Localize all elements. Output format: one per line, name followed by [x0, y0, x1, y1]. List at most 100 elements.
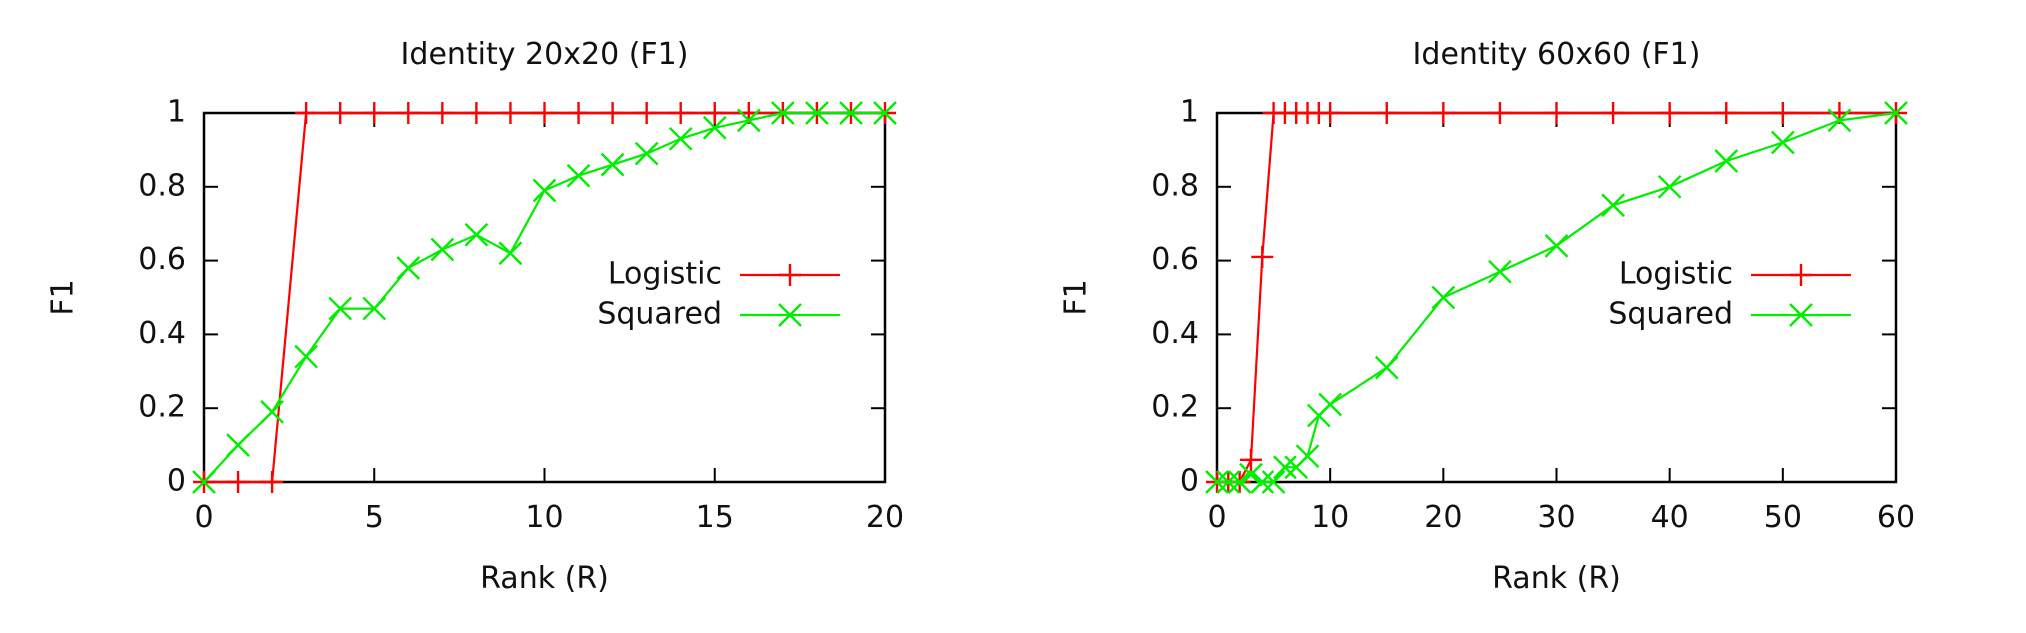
data-point-logistic: [1771, 102, 1794, 124]
x-tick-label: 20: [866, 500, 904, 535]
legend-label: Logistic: [608, 257, 722, 292]
data-point-squared: [1431, 285, 1456, 310]
x-tick-label: 10: [1311, 500, 1349, 535]
data-point-logistic: [1545, 102, 1568, 124]
data-point-squared: [498, 241, 523, 266]
series-squared: [192, 101, 897, 494]
x-tick-label: 50: [1764, 500, 1802, 535]
x-axis-label: Rank (R): [480, 561, 609, 596]
y-tick-label: 0.8: [1151, 168, 1199, 203]
y-tick-label: 0.8: [138, 168, 186, 203]
y-tick-label: 1: [167, 95, 186, 130]
y-tick-label: 0.2: [1151, 390, 1199, 425]
data-point-squared: [328, 296, 353, 321]
data-point-logistic: [703, 102, 726, 124]
series-line-squared: [1217, 111, 1897, 484]
data-point-logistic: [261, 471, 284, 493]
data-point-logistic: [669, 102, 692, 124]
legend-label: Squared: [597, 297, 722, 332]
x-tick-label: 0: [1207, 500, 1226, 535]
data-point-squared: [396, 256, 421, 280]
data-point-squared: [1544, 233, 1569, 258]
data-point-squared: [1770, 130, 1795, 155]
series-line-logistic: [204, 111, 885, 484]
data-point-squared: [1488, 259, 1512, 284]
data-point-logistic: [295, 102, 318, 124]
data-point-squared: [805, 101, 829, 125]
data-point-squared: [668, 126, 693, 151]
data-point-logistic: [1432, 102, 1455, 124]
data-point-squared: [736, 108, 761, 133]
data-point-squared: [1273, 455, 1297, 480]
series-squared: [1205, 101, 1908, 494]
series-logistic: [193, 102, 896, 493]
data-point-squared: [1374, 355, 1399, 380]
legend-marker: [779, 264, 801, 286]
data-point-logistic: [533, 102, 556, 124]
data-point-squared: [1884, 101, 1908, 125]
plot-frame: [202, 111, 887, 484]
data-point-squared: [430, 237, 455, 262]
data-point-squared: [192, 470, 216, 494]
x-tick-label: 40: [1651, 500, 1689, 535]
data-point-squared: [1657, 174, 1682, 199]
data-point-squared: [600, 152, 625, 177]
data-point-logistic: [329, 102, 352, 124]
data-point-logistic: [601, 102, 624, 124]
y-tick-label: 0: [1180, 464, 1199, 499]
x-tick-label: 10: [525, 500, 563, 535]
y-tick-label: 0.2: [138, 390, 186, 425]
series-line-squared: [203, 111, 885, 483]
y-tick-label: 1: [1180, 95, 1199, 130]
data-point-squared: [226, 433, 250, 457]
data-point-logistic: [227, 471, 250, 493]
y-axis-label: F1: [1059, 279, 1094, 315]
data-point-squared: [873, 101, 897, 125]
data-point-squared: [1250, 470, 1275, 494]
data-point-squared: [1295, 444, 1320, 469]
x-tick-label: 20: [1424, 500, 1462, 535]
data-point-squared: [702, 115, 727, 140]
plot-frame: [1215, 111, 1898, 484]
y-axis-label: F1: [46, 279, 81, 315]
series-logistic: [1206, 102, 1907, 493]
x-tick-label: 15: [696, 500, 734, 535]
data-point-logistic: [431, 102, 454, 124]
x-tick-label: 30: [1537, 500, 1575, 535]
data-point-squared: [839, 101, 863, 125]
x-axis-label: Rank (R): [1492, 561, 1621, 596]
legend-marker: [1790, 264, 1812, 286]
legend-label: Logistic: [1619, 257, 1733, 292]
data-point-logistic: [1658, 102, 1681, 124]
y-tick-label: 0: [167, 464, 186, 499]
y-tick-label: 0.4: [138, 316, 186, 351]
data-point-logistic: [635, 102, 658, 124]
data-point-logistic: [1319, 102, 1342, 124]
data-point-squared: [294, 344, 318, 369]
legend-label: Squared: [1608, 297, 1733, 332]
data-point-squared: [634, 141, 659, 166]
data-point-squared: [464, 222, 489, 247]
data-point-logistic: [397, 102, 420, 124]
y-tick-label: 0.4: [1151, 316, 1199, 351]
data-point-logistic: [1488, 102, 1511, 124]
x-tick-label: 0: [194, 500, 213, 535]
data-point-squared: [1227, 470, 1252, 494]
data-point-squared: [1318, 392, 1343, 417]
data-point-logistic: [567, 102, 590, 124]
data-point-logistic: [1602, 102, 1625, 124]
x-tick-label: 5: [365, 500, 384, 535]
x-tick-label: 60: [1877, 500, 1915, 535]
data-point-logistic: [465, 102, 488, 124]
data-point-squared: [1205, 470, 1229, 494]
data-point-squared: [532, 178, 557, 203]
chart-title: Identity 20x20 (F1): [401, 37, 689, 72]
data-point-squared: [1216, 470, 1241, 494]
data-point-squared: [566, 163, 591, 188]
y-tick-label: 0.6: [138, 242, 186, 277]
y-tick-label: 0.6: [1151, 242, 1199, 277]
data-point-squared: [771, 101, 795, 125]
data-point-logistic: [499, 102, 522, 124]
data-point-logistic: [1239, 448, 1262, 471]
data-point-logistic: [1715, 102, 1738, 124]
